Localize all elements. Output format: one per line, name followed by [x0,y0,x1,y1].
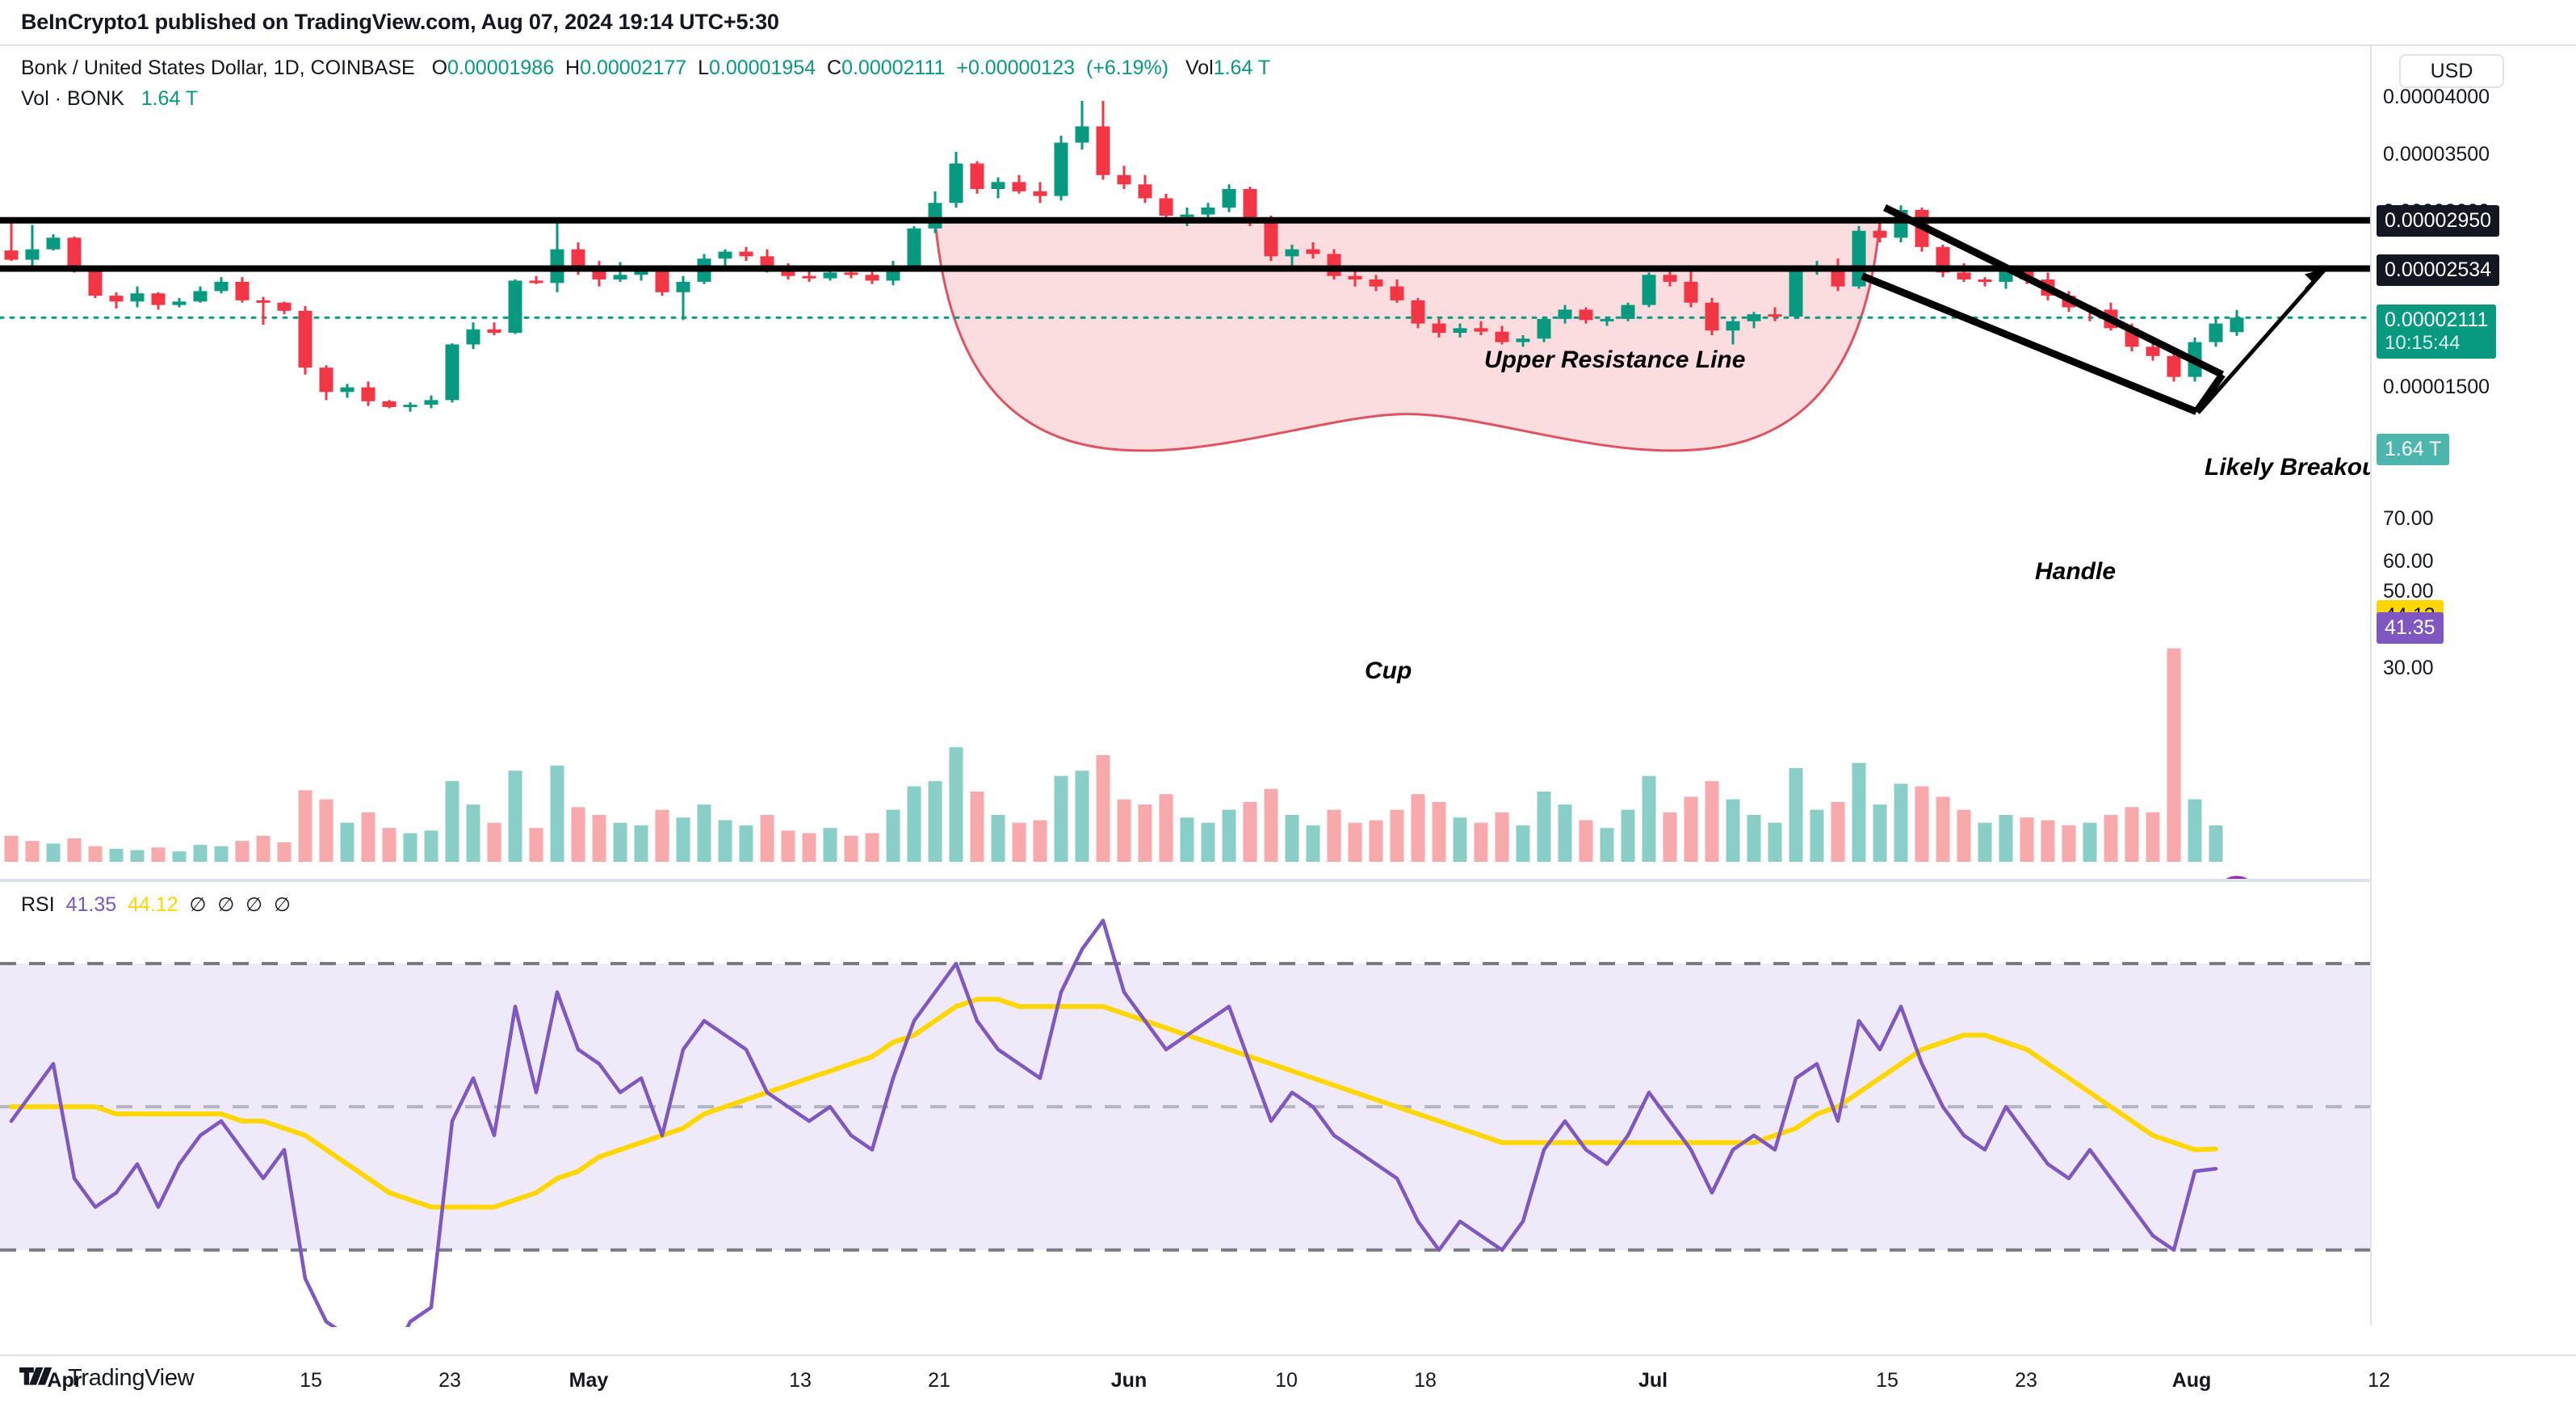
tradingview-mark-icon [19,1367,52,1385]
rsi-scale-tick: 60.00 [2383,550,2434,573]
legend-low-value: 0.00001954 [709,57,816,79]
legend-symbol[interactable]: Bonk / United States Dollar, 1D, COINBAS… [21,57,415,79]
legend-vol-label: Vol [1185,57,1214,79]
volume-study-value: 1.64 T [141,87,199,110]
rsi-na-3: ∅ [245,894,263,916]
legend-close-label: C [827,57,842,79]
rsi-na-4: ∅ [273,894,291,916]
price-scale-tick: 0.00003500 [2383,143,2490,166]
chart-legend: Bonk / United States Dollar, 1D, COINBAS… [21,56,1270,112]
tradingview-logo[interactable]: TradingView [19,1365,195,1392]
time-axis-tick: 21 [928,1369,950,1392]
rsi-chart-canvas[interactable] [0,882,2370,1327]
price-chart-canvas[interactable] [0,46,2370,879]
currency-chip[interactable]: USD [2399,54,2504,88]
time-axis-tick: 10 [1275,1369,1298,1392]
annotation-handle: Handle [2035,558,2117,585]
legend-ohlc-row: Bonk / United States Dollar, 1D, COINBAS… [21,56,1270,80]
price-level-badge[interactable]: 0.00002950 [2377,205,2500,237]
legend-open-label: O [431,57,448,79]
price-scale-tick: 0.00001500 [2383,376,2490,398]
rsi-legend: RSI 41.35 44.12 ∅ ∅ ∅ ∅ [21,893,291,917]
time-axis-tick: 13 [789,1369,812,1392]
legend-high-label: H [565,57,581,79]
price-scale-tick: 0.00004000 [2383,86,2490,108]
price-level-badge[interactable]: 1.64 T [2377,434,2450,465]
last-price-badge[interactable]: 0.00002111 10:15:44 [2377,304,2497,359]
legend-change-percent: (+6.19%) [1085,57,1169,79]
legend-vol-value: 1.64 T [1213,57,1271,79]
time-axis-tick: 15 [1876,1369,1898,1392]
rsi-na-2: ∅ [217,894,235,916]
rsi-scale-tick: 50.00 [2383,580,2434,603]
price-pane[interactable]: Bonk / United States Dollar, 1D, COINBAS… [0,46,2370,879]
chart-frame: Bonk / United States Dollar, 1D, COINBAS… [0,44,2576,1354]
price-scale[interactable]: USD 0.000040000.000035000.000030000.0000… [2370,46,2576,1325]
time-axis[interactable]: Apr 15 23 May 13 21 Jun 10 18 Jul 15 23 Aug 12 [0,1354,2576,1407]
annotation-likely-breakout: Likely Breakout [2205,454,2370,481]
countdown-timer: 10:15:44 [2385,332,2461,354]
price-level-badge[interactable]: 0.00002534 [2377,254,2500,286]
time-axis-tick: May [568,1369,609,1392]
time-axis-tick: Apr [47,1369,82,1392]
time-axis-tick: 23 [438,1369,461,1392]
legend-open-value: 0.00001986 [447,57,555,79]
rsi-scale-tick: 70.00 [2383,507,2434,530]
time-axis-tick: 15 [300,1369,322,1392]
legend-change: +0.00000123 [956,57,1076,79]
rsi-value: 41.35 [65,893,117,916]
time-axis-tick: 18 [1414,1369,1437,1392]
time-axis-tick: 12 [2368,1369,2390,1392]
rsi-scale-tick: 30.00 [2383,657,2434,679]
annotation-upper-resistance-line: Upper Resistance Line [1484,346,1746,373]
pane-divider[interactable] [0,879,2370,880]
rsi-study-name[interactable]: RSI [21,893,55,916]
last-price-value: 0.00002111 [2385,309,2489,331]
time-axis-tick: Aug [2171,1369,2212,1392]
publisher-text: BeInCrypto1 published on TradingView.com… [21,10,779,34]
time-axis-tick: 23 [2015,1369,2037,1392]
time-axis-tick: Jul [1638,1369,1668,1392]
legend-low-label: L [698,57,709,79]
time-axis-tick: Jun [1110,1369,1147,1392]
rsi-pane[interactable]: RSI 41.35 44.12 ∅ ∅ ∅ ∅ [0,880,2370,1327]
legend-high-value: 0.00002177 [580,57,687,79]
rsi-ma-value: 44.12 [128,893,178,916]
rsi-value-badge[interactable]: 41.35 [2377,612,2444,644]
publisher-bar: BeInCrypto1 published on TradingView.com… [0,0,2576,44]
volume-study-name[interactable]: Vol · BONK [21,87,124,110]
legend-volume-row: Vol · BONK 1.64 T [21,85,1270,112]
legend-close-value: 0.00002111 [841,57,946,79]
rsi-na-1: ∅ [189,894,207,916]
tradingview-wordmark: TradingView [68,1365,195,1391]
annotation-cup: Cup [1365,657,1412,684]
